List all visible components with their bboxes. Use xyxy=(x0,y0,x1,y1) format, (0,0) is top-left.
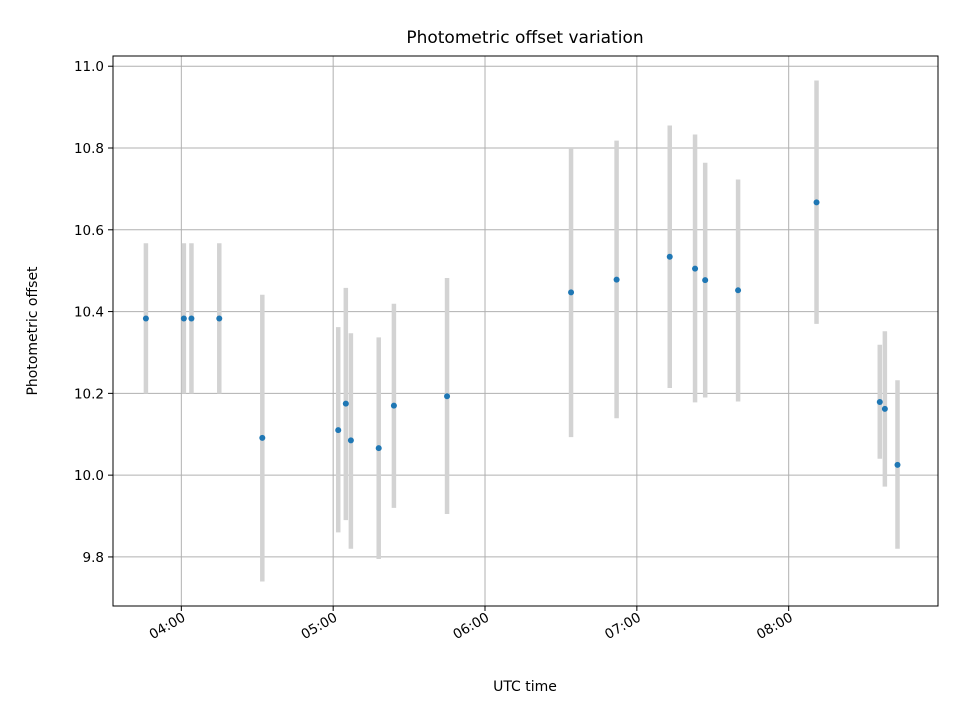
data-point xyxy=(702,277,709,284)
y-tick-label: 9.8 xyxy=(83,550,104,566)
data-points xyxy=(142,199,901,468)
y-tick-label: 10.4 xyxy=(74,305,104,321)
data-point xyxy=(188,315,195,322)
y-tick-label: 10.2 xyxy=(74,386,104,402)
data-point xyxy=(613,276,620,283)
y-axis-label: Photometric offset xyxy=(25,266,41,396)
data-point xyxy=(347,437,354,444)
data-point xyxy=(881,405,888,412)
data-point xyxy=(894,461,901,468)
plot-area-background xyxy=(113,56,938,606)
data-point xyxy=(342,400,349,407)
data-point xyxy=(444,393,451,400)
chart-title: Photometric offset variation xyxy=(406,28,643,48)
data-point xyxy=(180,315,187,322)
y-tick-label: 10.0 xyxy=(74,468,104,484)
data-point xyxy=(692,265,699,272)
grid xyxy=(113,56,938,606)
y-tick-label: 10.8 xyxy=(74,141,104,157)
data-point xyxy=(335,427,342,434)
y-tick-label: 10.6 xyxy=(74,223,104,239)
data-point xyxy=(813,199,820,206)
data-point xyxy=(375,445,382,452)
y-axis: 9.8 10.0 10.2 10.4 10.6 10.8 11.0 xyxy=(74,59,113,566)
data-point xyxy=(876,398,883,405)
data-point xyxy=(142,315,149,322)
data-point xyxy=(390,402,397,409)
data-point xyxy=(216,315,223,322)
data-point xyxy=(259,434,266,441)
x-axis-label: UTC time xyxy=(493,679,557,695)
data-point xyxy=(666,253,673,260)
y-tick-label: 11.0 xyxy=(74,59,104,75)
data-point xyxy=(568,289,575,296)
data-point xyxy=(735,287,742,294)
plot-frame xyxy=(112,55,939,607)
